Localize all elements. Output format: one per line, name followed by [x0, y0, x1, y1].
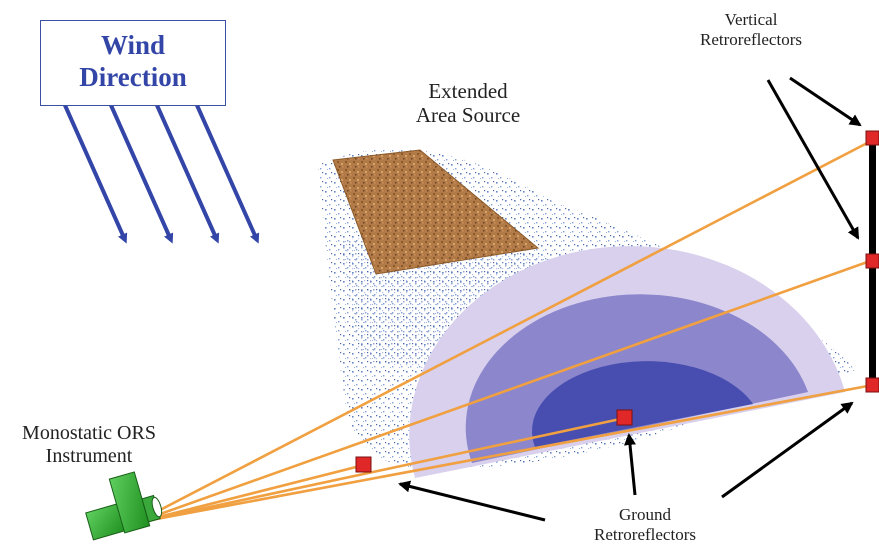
ors-instrument	[85, 471, 163, 541]
vertical-label-line1: Vertical	[724, 10, 778, 29]
area-source-label: Extended Area Source	[388, 79, 548, 127]
area-source-patch	[332, 149, 540, 275]
ground-retroreflectors-label: Ground Retroreflectors	[560, 505, 730, 544]
ground-label-line2: Retroreflectors	[594, 524, 696, 544]
instrument-label-line1: Monostatic ORS	[22, 422, 156, 444]
pointer-vertical-top	[789, 76, 862, 127]
wind-arrow-1	[62, 102, 128, 244]
beam-to-vertical-bottom	[133, 383, 875, 525]
vertical-reflector-bottom	[865, 377, 879, 393]
area-source-label-line1: Extended	[428, 79, 508, 103]
wind-arrow-4	[194, 102, 260, 244]
vertical-reflector-top	[865, 130, 879, 146]
area-source-label-line2: Area Source	[415, 103, 521, 128]
wind-title-line1: Wind	[100, 30, 166, 60]
ground-reflector-near	[355, 456, 372, 473]
vertical-label-line2: Retroreflectors	[700, 29, 802, 49]
vertical-retroreflectors-label: Vertical Retroreflectors	[666, 10, 836, 49]
pointer-ground-near	[398, 480, 546, 522]
beam-to-vertical-middle	[133, 258, 875, 525]
vertical-reflector-middle	[865, 253, 879, 269]
beam-to-vertical-top	[133, 138, 875, 525]
instrument-label-line2: Instrument	[45, 445, 133, 467]
ground-reflector-far	[616, 409, 633, 426]
pointer-vertical-bottom	[721, 401, 854, 499]
beam-to-ground-far	[133, 416, 627, 525]
wind-arrow-2	[108, 102, 174, 244]
pointer-vertical-middle	[766, 79, 860, 240]
wind-direction-box: Wind Direction	[40, 20, 226, 106]
reflectors	[355, 130, 879, 473]
wind-arrow-3	[154, 102, 220, 244]
wind-direction-title: Wind Direction	[41, 29, 225, 94]
wind-title-line2: Direction	[79, 62, 187, 93]
pointer-arrows	[398, 76, 862, 522]
instrument-label: Monostatic ORS Instrument	[0, 422, 178, 468]
beam-lines	[133, 138, 875, 525]
ground-label-line1: Ground	[619, 505, 671, 524]
pointer-ground-far	[624, 433, 637, 496]
beam-to-ground-near	[133, 463, 366, 525]
wind-arrows	[62, 102, 260, 244]
